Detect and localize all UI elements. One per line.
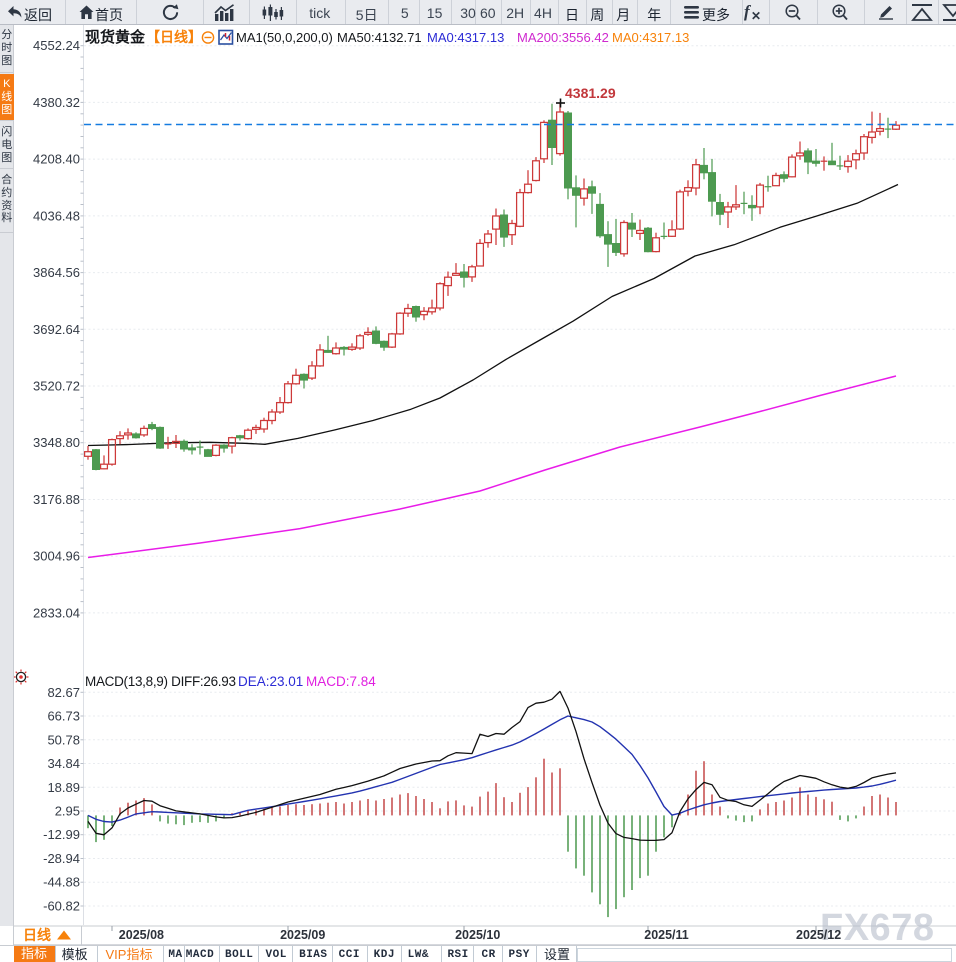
svg-text:f: f (744, 3, 752, 21)
svg-text:FX678: FX678 (820, 907, 934, 949)
svg-text:2.95: 2.95 (55, 804, 80, 819)
svg-text:现货黄金: 现货黄金 (85, 28, 146, 46)
svg-text:2025/09: 2025/09 (280, 928, 325, 942)
svg-text:66.73: 66.73 (47, 709, 80, 724)
svg-text:DEA:23.01: DEA:23.01 (238, 674, 303, 689)
svg-text:82.67: 82.67 (47, 685, 80, 700)
svg-text:2025/10: 2025/10 (455, 928, 500, 942)
svg-text:4381.29: 4381.29 (565, 85, 616, 101)
svg-text:3520.72: 3520.72 (33, 379, 80, 394)
svg-text:3176.88: 3176.88 (33, 492, 80, 507)
svg-text:3864.56: 3864.56 (33, 265, 80, 280)
svg-text:3348.80: 3348.80 (33, 435, 80, 450)
svg-text:MA1(50,0,200,0): MA1(50,0,200,0) (236, 30, 333, 45)
svg-text:3692.64: 3692.64 (33, 322, 80, 337)
svg-text:2025/11: 2025/11 (644, 928, 689, 942)
svg-text:4552.24: 4552.24 (33, 38, 80, 53)
svg-text:MACD(13,8,9) DIFF:26.93: MACD(13,8,9) DIFF:26.93 (85, 674, 236, 689)
svg-text:2833.04: 2833.04 (33, 605, 80, 620)
svg-text:4036.48: 4036.48 (33, 208, 80, 223)
svg-text:MACD:7.84: MACD:7.84 (306, 674, 376, 689)
svg-text:日线: 日线 (23, 927, 51, 943)
svg-text:-28.94: -28.94 (43, 851, 80, 866)
svg-text:34.84: 34.84 (47, 756, 80, 771)
svg-text:2025/08: 2025/08 (119, 928, 164, 942)
svg-text:MA0:4317.13: MA0:4317.13 (612, 30, 689, 45)
svg-text:3004.96: 3004.96 (33, 549, 80, 564)
svg-text:【日线】: 【日线】 (146, 29, 202, 45)
svg-text:2025/12: 2025/12 (796, 928, 841, 942)
svg-text:MA50:4132.71: MA50:4132.71 (337, 30, 422, 45)
svg-text:4208.40: 4208.40 (33, 152, 80, 167)
svg-text:-60.82: -60.82 (43, 899, 80, 914)
svg-text:50.78: 50.78 (47, 732, 80, 747)
svg-text:4380.32: 4380.32 (33, 95, 80, 110)
svg-text:MA200:3556.42: MA200:3556.42 (517, 30, 609, 45)
svg-text:✕: ✕ (751, 9, 761, 22)
svg-text:MA0:4317.13: MA0:4317.13 (427, 30, 504, 45)
svg-text:-44.88: -44.88 (43, 875, 80, 890)
svg-text:18.89: 18.89 (47, 780, 80, 795)
svg-text:-12.99: -12.99 (43, 827, 80, 842)
